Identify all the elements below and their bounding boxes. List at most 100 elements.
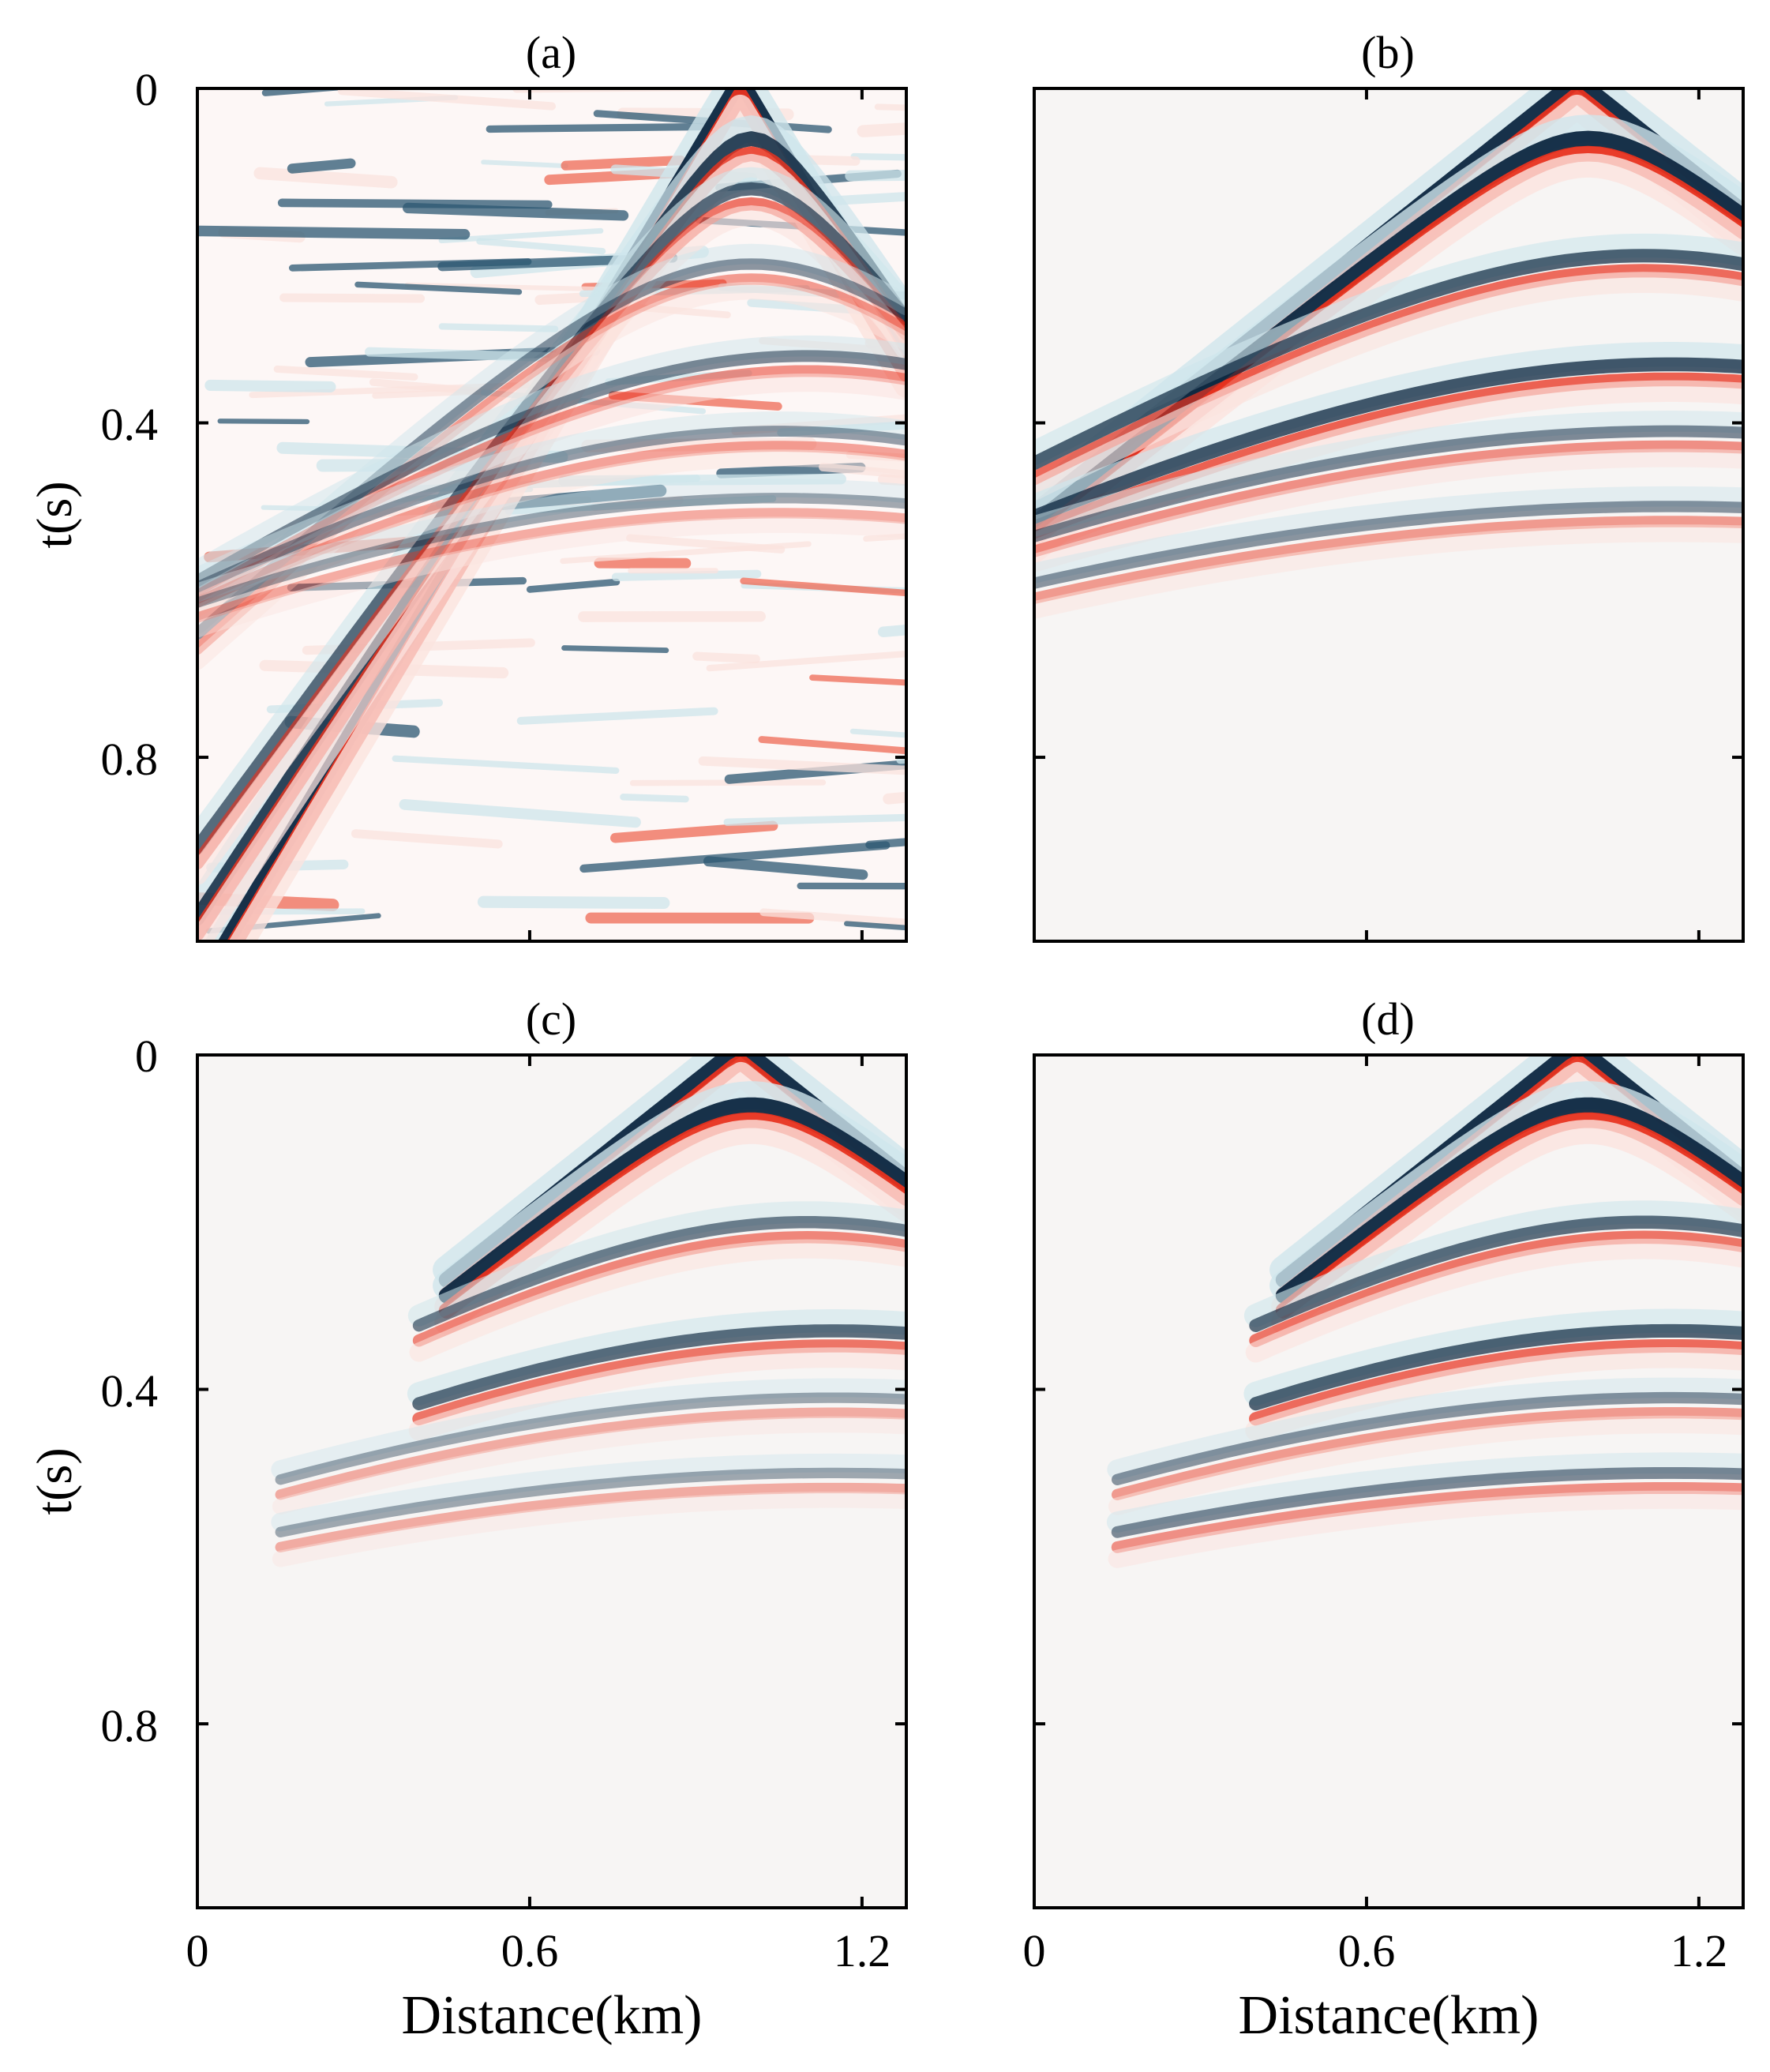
- panel-a-ylabel: t(s): [26, 481, 82, 548]
- noise-streak: [692, 651, 760, 664]
- noise-streak: [392, 755, 620, 774]
- noise-streak: [843, 921, 906, 931]
- event-4-wavelet-2: [1111, 1406, 1743, 1501]
- event-2-wavelet-1: [1249, 1215, 1743, 1332]
- noise-streak: [516, 707, 718, 725]
- event-4-wavelet-1: [1111, 1391, 1743, 1486]
- event-1-wavelet-1: [438, 1097, 906, 1304]
- noise-streak: [797, 882, 906, 890]
- noise-streak: [846, 450, 906, 462]
- event-3-wavelet-2: [1249, 1338, 1743, 1426]
- event-3-wavelet-3: [1245, 1347, 1743, 1441]
- panel-b: (b): [1033, 27, 1745, 943]
- event-4-wavelet-3: [197, 373, 906, 617]
- event-2-wavelet-3: [1245, 1238, 1743, 1363]
- noise-streak: [845, 170, 906, 182]
- noise-streak: [620, 793, 689, 803]
- noise-streak: [819, 463, 906, 479]
- noise-streak: [438, 323, 559, 332]
- event-3-wavelet-1: [412, 1324, 906, 1410]
- event-6-wavelet-1: [197, 493, 906, 608]
- noise-streak: [403, 202, 629, 221]
- panel-a-ytick-label-2: 0.8: [101, 734, 159, 785]
- panel-c-events: [271, 1055, 906, 1567]
- event-2-wavelet-0: [1243, 1200, 1743, 1327]
- event-3-wavelet-0: [1243, 1308, 1743, 1406]
- event-3-wavelet-1: [1249, 1323, 1743, 1411]
- panel-a: (a) 0 0.4 0.8 t(s): [26, 27, 908, 943]
- event-4-wavelet-1: [1034, 425, 1743, 542]
- noise-streak: [723, 813, 906, 826]
- noise-streak: [849, 728, 906, 738]
- event-3-wavelet-3: [197, 282, 906, 670]
- event-5-wavelet-3: [197, 449, 906, 623]
- panel-c-xlabel: Distance(km): [402, 1985, 703, 2046]
- event-4-wavelet-0: [197, 335, 906, 582]
- event-5-wavelet-3: [1034, 524, 1743, 619]
- panel-c-ytick-label-0: 0: [135, 1030, 158, 1082]
- panel-a-events: [197, 88, 906, 941]
- panel-d-frame: [1033, 1053, 1745, 1909]
- panel-c-title: (c): [526, 993, 576, 1045]
- panel-c-xtick-label-1: 0.6: [501, 1925, 559, 1976]
- panel-d-xtick-label-2: 1.2: [1671, 1925, 1728, 1976]
- event-5-wavelet-0: [1106, 1452, 1743, 1533]
- noise-streak: [581, 437, 817, 452]
- noise-streak: [337, 88, 557, 111]
- event-6-wavelet-2: [197, 508, 906, 623]
- event-4-wavelet-3: [272, 1416, 906, 1515]
- noise-streak: [476, 238, 606, 255]
- event-6-wavelet-3: [197, 516, 906, 638]
- event-2-wavelet-3: [1034, 272, 1743, 501]
- panel-c-ytick-label-2: 0.8: [101, 1700, 159, 1751]
- panel-b-heatmap: [1034, 88, 1743, 941]
- event-6-wavelet-0: [197, 479, 906, 602]
- noise-streak: [703, 856, 868, 880]
- noise-streak: [731, 414, 906, 436]
- panel-d-heatmap: [1034, 1055, 1743, 1908]
- event-2-wavelet-0: [407, 1201, 906, 1327]
- event-4-wavelet-0: [271, 1378, 906, 1479]
- panel-c: (c) 0 0.4 0.8 t(s) 0 0.6 1.2 Distance(km…: [26, 993, 908, 2046]
- panel-c-frame: [196, 1053, 908, 1909]
- noise-streak: [351, 829, 503, 849]
- noise-streak: [865, 838, 906, 849]
- panel-d: (d) 0 0.6 1.2 Distance(km): [1023, 993, 1745, 2046]
- panel-c-xtick-label-0: 0: [186, 1925, 209, 1976]
- noise-streak: [399, 798, 641, 828]
- event-2-wavelet-0: [1034, 233, 1743, 466]
- event-5-wavelet-1: [1034, 501, 1743, 589]
- noise-streak: [273, 365, 418, 381]
- panel-a-heatmap: [197, 88, 906, 941]
- event-2-wavelet-1: [412, 1216, 906, 1332]
- noise-streak: [579, 841, 891, 873]
- event-5-wavelet-2: [197, 441, 906, 608]
- noise-streak: [777, 421, 906, 437]
- event-3-wavelet-0: [1034, 342, 1743, 520]
- noise-streak: [561, 645, 669, 654]
- panel-c-ytick-label-1: 0.4: [101, 1365, 159, 1417]
- panel-c-heatmap: [197, 1055, 906, 1908]
- event-5-wavelet-3: [1108, 1490, 1743, 1568]
- event-5-wavelet-1: [1111, 1466, 1743, 1538]
- noise-streak: [594, 557, 692, 569]
- event-4-wavelet-2: [275, 1407, 906, 1500]
- noise-streak: [740, 577, 906, 597]
- panel-d-title: (d): [1361, 993, 1415, 1045]
- panel-b-events: [1034, 88, 1743, 619]
- panel-c-ticks: [196, 1053, 906, 1908]
- panel-d-ticks: [1033, 1053, 1743, 1908]
- panel-a-ytick-label-0: 0: [135, 64, 158, 115]
- noise-streak: [610, 820, 778, 843]
- event-4-wavelet-3: [1034, 449, 1743, 572]
- noise-streak: [759, 908, 906, 927]
- noise-streak: [698, 756, 906, 775]
- event-4-wavelet-1: [197, 350, 906, 587]
- event-4-wavelet-3: [1108, 1415, 1743, 1515]
- panel-a-title: (a): [526, 27, 576, 78]
- noise-streak: [204, 379, 336, 393]
- noise-streak: [611, 569, 762, 581]
- event-2-wavelet-2: [1034, 264, 1743, 486]
- panel-d-xtick-label-1: 0.6: [1338, 1925, 1396, 1976]
- panel-d-events: [1106, 1055, 1743, 1568]
